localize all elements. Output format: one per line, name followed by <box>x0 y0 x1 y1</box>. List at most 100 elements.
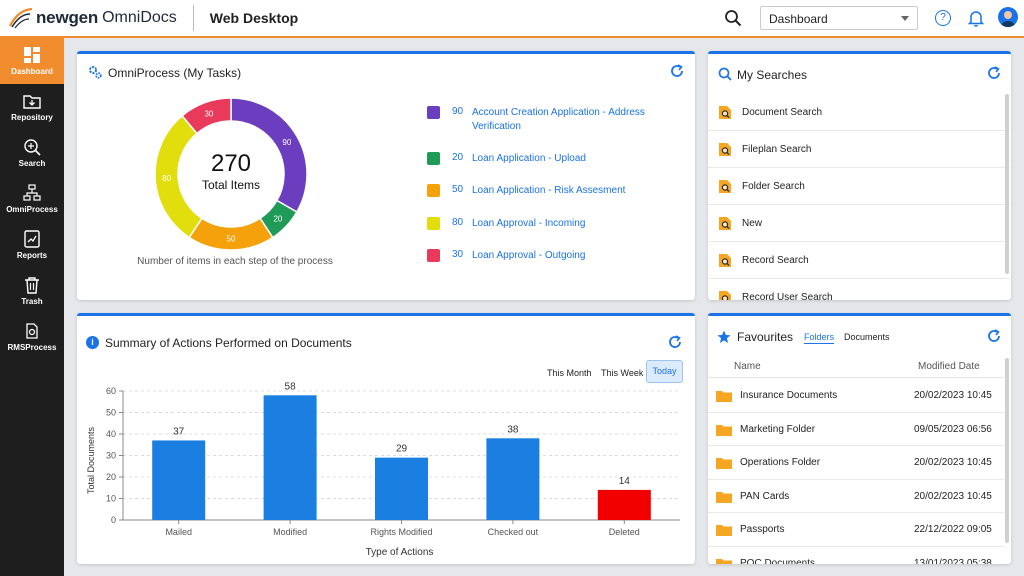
x-tick-label: Modified <box>273 527 307 537</box>
sidebar-item-label: Repository <box>11 113 53 122</box>
folder-icon <box>716 458 732 469</box>
folder-icon <box>716 525 732 536</box>
y-tick-label: 0 <box>111 515 116 525</box>
y-tick-label: 20 <box>106 472 116 482</box>
process-step-row[interactable]: 20 Loan Application - Upload <box>427 152 662 166</box>
process-step-row[interactable]: 80 Loan Approval - Incoming <box>427 217 662 231</box>
favourite-folder-row[interactable]: Operations Folder 20/02/2023 10:45 <box>708 446 1004 480</box>
process-step-row[interactable]: 50 Loan Application - Risk Assesment <box>427 184 662 198</box>
tab-folders[interactable]: Folders <box>804 332 835 344</box>
col-header-name: Name <box>734 361 761 372</box>
donut-caption: Number of items in each step of the proc… <box>137 256 333 267</box>
favourite-name: Operations Folder <box>740 457 821 468</box>
search-icon <box>24 139 41 156</box>
scrollbar[interactable] <box>1005 358 1009 543</box>
summary-title: Summary of Actions Performed on Document… <box>105 336 352 350</box>
bar-value-label: 38 <box>507 424 519 435</box>
legend-swatch-3 <box>427 217 440 230</box>
brand-name: newgen <box>36 8 99 27</box>
sidebar-item-omniprocess[interactable]: OmniProcess <box>0 176 64 222</box>
favourite-folder-row[interactable]: PAN Cards 20/02/2023 10:45 <box>708 480 1004 513</box>
saved-search-item[interactable]: Document Search <box>708 94 1010 131</box>
view-select[interactable]: Dashboard <box>760 6 918 30</box>
folder-icon <box>716 424 732 436</box>
search-icon[interactable] <box>724 9 742 27</box>
favourite-name: Passports <box>740 524 785 535</box>
repository-icon <box>23 95 41 109</box>
range-this-month[interactable]: This Month <box>547 368 592 378</box>
step-label: Account Creation Application - Address V… <box>472 107 645 132</box>
favourite-name: Insurance Documents <box>740 390 838 401</box>
favourites-title: Favourites <box>737 330 794 344</box>
bar[interactable] <box>486 438 540 520</box>
saved-search-item[interactable]: Folder Search <box>708 168 1010 205</box>
process-step-row[interactable]: 90 Account Creation Application - Addres… <box>427 106 662 134</box>
sidebar-item-label: RMSProcess <box>7 343 57 352</box>
step-label: Loan Approval - Incoming <box>472 218 586 229</box>
scrollbar[interactable] <box>1005 94 1009 274</box>
donut-slice[interactable] <box>181 97 232 135</box>
bar-value-label: 14 <box>619 476 631 487</box>
logo[interactable]: newgen OmniDocs <box>8 6 177 30</box>
dashboard-icon <box>24 47 40 63</box>
process-step-row[interactable]: 30 Loan Approval - Outgoing <box>427 249 662 263</box>
star-icon <box>717 330 731 343</box>
favourite-name: PAN Cards <box>740 490 790 502</box>
favourite-folder-row[interactable]: POC Documents 13/01/2023 05:38 <box>708 547 1004 565</box>
total-count: 270 <box>210 150 252 177</box>
favourite-name: POC Documents <box>740 557 816 565</box>
step-label: Loan Application - Risk Assesment <box>472 185 626 196</box>
bar[interactable] <box>597 489 651 520</box>
bell-icon[interactable] <box>967 9 985 27</box>
favourite-name: Marketing Folder <box>740 423 816 435</box>
folder-icon <box>716 391 732 402</box>
bar-value-label: 29 <box>396 444 408 455</box>
top-header: newgen OmniDocs Web Desktop Dashboard ? <box>0 0 1024 38</box>
range-today[interactable]: Today <box>646 360 683 383</box>
step-count: 30 <box>452 249 464 260</box>
actions-bar-chart: 0 10 20 30 40 50 60 37 Mailed 58 Modified 29 Rights … <box>86 381 680 558</box>
donut-slice-label: 90 <box>282 138 291 147</box>
saved-search-item[interactable]: Record User Search <box>708 279 1010 300</box>
saved-search-label: Record Search <box>742 254 809 266</box>
sidebar-item-search[interactable]: Search <box>0 130 64 176</box>
saved-search-item[interactable]: New <box>708 205 1010 242</box>
refresh-icon[interactable] <box>668 335 682 349</box>
view-select-value: Dashboard <box>769 12 828 26</box>
sidebar-item-label: OmniProcess <box>6 205 58 214</box>
x-tick-label: Deleted <box>609 527 640 537</box>
tab-documents[interactable]: Documents <box>844 332 890 342</box>
avatar[interactable] <box>998 7 1018 27</box>
refresh-icon[interactable] <box>987 329 1001 343</box>
bar[interactable] <box>375 457 428 520</box>
legend-swatch-2 <box>427 184 440 197</box>
refresh-icon[interactable] <box>987 66 1001 80</box>
favourite-folder-row[interactable]: Insurance Documents 20/02/2023 10:45 <box>708 379 1004 413</box>
favourite-date: 20/02/2023 10:45 <box>914 490 992 502</box>
range-this-week[interactable]: This Week <box>601 368 644 378</box>
favourite-folder-row[interactable]: Marketing Folder 09/05/2023 06:56 <box>708 413 1004 446</box>
saved-search-item[interactable]: Fileplan Search <box>708 131 1010 168</box>
favourite-date: 20/02/2023 10:45 <box>914 390 992 401</box>
favourite-date: 09/05/2023 06:56 <box>914 423 992 435</box>
saved-search-icon <box>719 253 731 267</box>
bar[interactable] <box>263 395 317 520</box>
donut-slice-label: 30 <box>204 109 213 118</box>
x-tick-label: Rights Modified <box>370 527 432 537</box>
product-name: OmniDocs <box>102 9 177 26</box>
step-count: 50 <box>452 184 464 195</box>
favourite-folder-row[interactable]: Passports 22/12/2022 09:05 <box>708 513 1004 547</box>
saved-search-item[interactable]: Record Search <box>708 242 1010 279</box>
bar[interactable] <box>152 440 206 520</box>
sidebar-item-repository[interactable]: Repository <box>0 84 64 130</box>
sidebar-item-label: Trash <box>21 297 43 306</box>
help-icon[interactable]: ? <box>935 10 951 26</box>
refresh-icon[interactable] <box>670 64 684 78</box>
omniprocess-card: OmniProcess (My Tasks) 90 20 50 80 30 270 To… <box>77 51 695 300</box>
sidebar-item-trash[interactable]: Trash <box>0 268 64 314</box>
sidebar-item-dashboard[interactable]: Dashboard <box>0 38 64 84</box>
sidebar-item-rmsprocess[interactable]: RMSProcess <box>0 314 64 360</box>
x-axis-title: Type of Actions <box>366 547 434 558</box>
sidebar-item-reports[interactable]: Reports <box>0 222 64 268</box>
y-tick-label: 10 <box>106 494 116 504</box>
